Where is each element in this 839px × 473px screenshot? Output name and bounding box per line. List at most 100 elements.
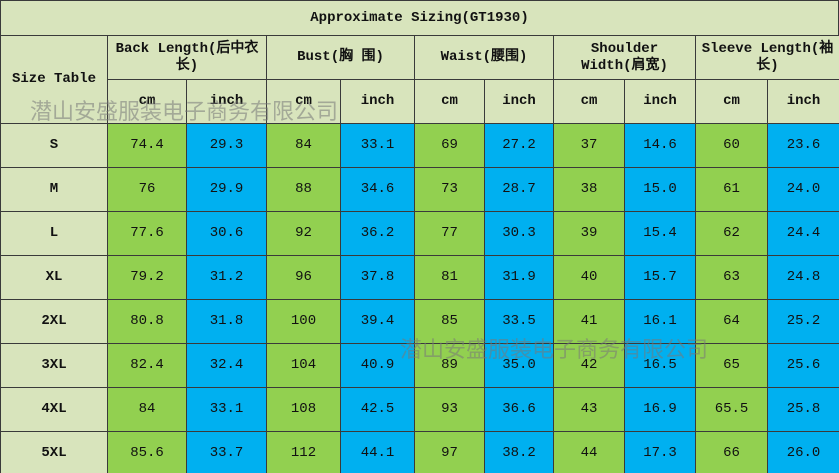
size-value: 33.1 <box>340 123 415 168</box>
size-value: 43 <box>553 387 625 432</box>
size-value: 17.3 <box>624 431 696 473</box>
size-value: 93 <box>414 387 485 432</box>
size-value: 64 <box>695 299 768 344</box>
size-value: 16.9 <box>624 387 696 432</box>
size-value: 24.8 <box>767 255 839 300</box>
size-value: 104 <box>266 343 341 388</box>
size-value: 25.6 <box>767 343 839 388</box>
size-value: 24.4 <box>767 211 839 256</box>
size-value: 61 <box>695 167 768 212</box>
table-title: Approximate Sizing(GT1930) <box>0 0 839 36</box>
size-value: 29.3 <box>186 123 267 168</box>
size-value: 60 <box>695 123 768 168</box>
unit-header: cm <box>695 79 768 124</box>
size-value: 73 <box>414 167 485 212</box>
size-value: 41 <box>553 299 625 344</box>
size-value: 38 <box>553 167 625 212</box>
size-label: 5XL <box>0 431 108 473</box>
unit-header: cm <box>553 79 625 124</box>
size-value: 30.3 <box>484 211 554 256</box>
size-value: 76 <box>107 167 187 212</box>
unit-header: inch <box>484 79 554 124</box>
group-header: Back Length(后中衣长) <box>107 35 267 80</box>
size-value: 37 <box>553 123 625 168</box>
size-value: 42 <box>553 343 625 388</box>
size-value: 33.7 <box>186 431 267 473</box>
size-value: 35.0 <box>484 343 554 388</box>
size-value: 39 <box>553 211 625 256</box>
size-value: 81 <box>414 255 485 300</box>
size-label: M <box>0 167 108 212</box>
size-value: 85 <box>414 299 485 344</box>
size-value: 89 <box>414 343 485 388</box>
size-value: 15.7 <box>624 255 696 300</box>
size-value: 80.8 <box>107 299 187 344</box>
size-label: L <box>0 211 108 256</box>
size-value: 97 <box>414 431 485 473</box>
size-value: 92 <box>266 211 341 256</box>
size-header: Size Table <box>0 35 108 124</box>
size-value: 33.1 <box>186 387 267 432</box>
size-value: 34.6 <box>340 167 415 212</box>
size-value: 88 <box>266 167 341 212</box>
size-value: 26.0 <box>767 431 839 473</box>
size-value: 15.4 <box>624 211 696 256</box>
group-header: Sleeve Length(袖 长) <box>695 35 839 80</box>
group-header: Bust(胸 围) <box>266 35 415 80</box>
size-value: 79.2 <box>107 255 187 300</box>
unit-header: cm <box>107 79 187 124</box>
size-value: 42.5 <box>340 387 415 432</box>
size-value: 65 <box>695 343 768 388</box>
size-value: 77 <box>414 211 485 256</box>
size-label: 3XL <box>0 343 108 388</box>
size-value: 40.9 <box>340 343 415 388</box>
size-value: 84 <box>107 387 187 432</box>
unit-header: cm <box>266 79 341 124</box>
size-value: 36.6 <box>484 387 554 432</box>
size-value: 14.6 <box>624 123 696 168</box>
size-value: 112 <box>266 431 341 473</box>
size-value: 15.0 <box>624 167 696 212</box>
size-value: 44.1 <box>340 431 415 473</box>
size-value: 27.2 <box>484 123 554 168</box>
size-value: 74.4 <box>107 123 187 168</box>
size-value: 69 <box>414 123 485 168</box>
group-header: Shoulder Width(肩宽) <box>553 35 696 80</box>
size-value: 33.5 <box>484 299 554 344</box>
size-value: 25.2 <box>767 299 839 344</box>
unit-header: inch <box>624 79 696 124</box>
size-value: 16.5 <box>624 343 696 388</box>
size-value: 63 <box>695 255 768 300</box>
size-label: 4XL <box>0 387 108 432</box>
size-value: 100 <box>266 299 341 344</box>
size-value: 62 <box>695 211 768 256</box>
size-value: 24.0 <box>767 167 839 212</box>
size-value: 82.4 <box>107 343 187 388</box>
size-value: 28.7 <box>484 167 554 212</box>
size-value: 85.6 <box>107 431 187 473</box>
size-value: 25.8 <box>767 387 839 432</box>
size-value: 38.2 <box>484 431 554 473</box>
size-label: XL <box>0 255 108 300</box>
unit-header: cm <box>414 79 485 124</box>
size-value: 29.9 <box>186 167 267 212</box>
size-value: 31.9 <box>484 255 554 300</box>
size-value: 23.6 <box>767 123 839 168</box>
size-value: 66 <box>695 431 768 473</box>
group-header: Waist(腰围) <box>414 35 554 80</box>
size-value: 36.2 <box>340 211 415 256</box>
unit-header: inch <box>186 79 267 124</box>
size-value: 16.1 <box>624 299 696 344</box>
size-value: 32.4 <box>186 343 267 388</box>
unit-header: inch <box>767 79 839 124</box>
size-value: 30.6 <box>186 211 267 256</box>
unit-header: inch <box>340 79 415 124</box>
size-value: 77.6 <box>107 211 187 256</box>
size-label: 2XL <box>0 299 108 344</box>
size-value: 96 <box>266 255 341 300</box>
size-label: S <box>0 123 108 168</box>
size-value: 44 <box>553 431 625 473</box>
size-value: 108 <box>266 387 341 432</box>
size-value: 40 <box>553 255 625 300</box>
